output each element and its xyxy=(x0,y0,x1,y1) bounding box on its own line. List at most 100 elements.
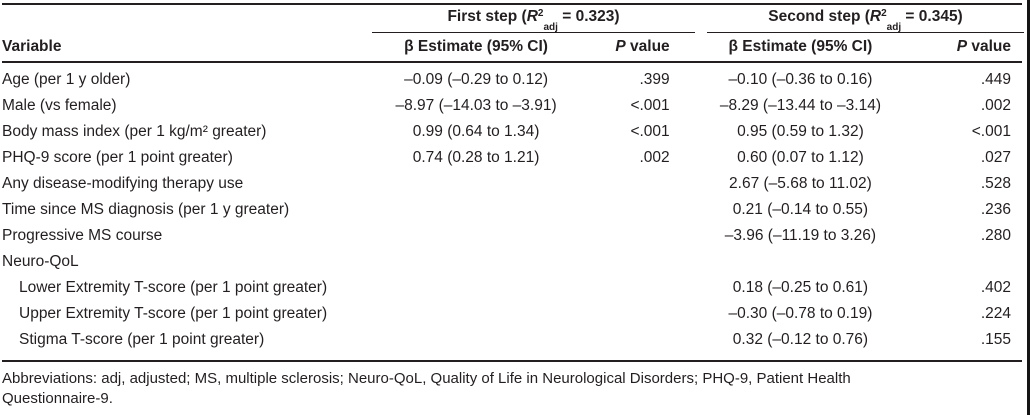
cell-spacer xyxy=(674,145,694,171)
group-header-row: First step (R2adj = 0.323) Second step (… xyxy=(2,5,1030,33)
column-header-beta-step2: β Estimate (95% CI) xyxy=(728,38,873,55)
table-row: PHQ-9 score (per 1 point greater) 0.74 (0… xyxy=(2,145,1022,171)
cell-spacer xyxy=(1015,275,1022,301)
cell-spacer xyxy=(1015,223,1022,249)
cell-variable: Upper Extremity T-score (per 1 point gre… xyxy=(19,305,328,322)
cell-step1-pvalue xyxy=(581,327,674,353)
cell-step1-beta: –8.97 (–14.03 to –3.91) xyxy=(395,97,557,114)
cell-spacer xyxy=(1015,93,1022,119)
cell-spacer xyxy=(1015,249,1022,275)
cell-spacer xyxy=(694,93,706,119)
footnote: Abbreviations: adj, adjusted; MS, multip… xyxy=(2,369,1012,409)
cell-spacer xyxy=(694,249,706,275)
cell-spacer xyxy=(674,93,694,119)
cell-variable: Progressive MS course xyxy=(2,227,163,244)
cell-spacer xyxy=(674,301,694,327)
cell-variable: Age (per 1 y older) xyxy=(2,71,131,88)
cell-step1-pvalue: <.001 xyxy=(630,97,670,114)
table-body: Age (per 1 y older) –0.09 (–0.29 to 0.12)… xyxy=(2,63,1022,360)
cell-variable: Lower Extremity T-score (per 1 point gre… xyxy=(19,279,328,296)
cell-step2-pvalue: .528 xyxy=(980,175,1011,192)
cell-step1-pvalue: .399 xyxy=(639,71,670,88)
cell-spacer xyxy=(1015,171,1022,197)
cell-spacer xyxy=(674,67,694,93)
column-header-beta-step1: β Estimate (95% CI) xyxy=(404,38,548,55)
cell-variable: Any disease-modifying therapy use xyxy=(2,175,244,192)
second-step-label: Second step (R2adj = 0.345) xyxy=(768,7,963,33)
cell-spacer xyxy=(694,119,706,145)
cell-step1-pvalue xyxy=(581,223,674,249)
cell-step2-pvalue: .449 xyxy=(980,71,1011,88)
cell-variable: Body mass index (per 1 kg/m² greater) xyxy=(2,123,267,140)
column-header-variable: Variable xyxy=(2,38,62,55)
cell-step2-pvalue: <.001 xyxy=(971,123,1011,140)
cell-spacer xyxy=(674,249,694,275)
top-rule xyxy=(2,3,1022,5)
cell-step1-pvalue xyxy=(581,301,674,327)
cell-spacer xyxy=(1015,67,1022,93)
cell-step1-beta xyxy=(371,301,581,327)
cell-step1-beta xyxy=(371,171,581,197)
cell-step2-beta: –0.10 (–0.36 to 0.16) xyxy=(728,71,873,88)
cell-step1-pvalue: .002 xyxy=(639,149,670,166)
cell-spacer xyxy=(674,223,694,249)
cell-step1-pvalue xyxy=(581,249,674,275)
cell-step2-pvalue: .402 xyxy=(980,279,1012,296)
cell-spacer xyxy=(674,275,694,301)
cell-step1-pvalue: <.001 xyxy=(630,123,670,140)
group-header-second-step: Second step (R2adj = 0.345) xyxy=(707,5,1024,33)
table-row: Stigma T-score (per 1 point greater) 0.32… xyxy=(2,327,1022,353)
column-spacer xyxy=(674,56,694,61)
cell-step1-beta: 0.99 (0.64 to 1.34) xyxy=(412,123,540,140)
table-row: Neuro-QoL xyxy=(2,249,1022,275)
footnote-line-2: Questionnaire-9. xyxy=(2,390,113,407)
cell-step1-pvalue xyxy=(581,197,674,223)
table-row: Time since MS diagnosis (per 1 y greater… xyxy=(2,197,1022,223)
cell-step2-beta: –3.96 (–11.19 to 3.26) xyxy=(724,227,877,244)
cell-variable: PHQ-9 score (per 1 point greater) xyxy=(2,149,233,166)
first-step-label: First step (R2adj = 0.323) xyxy=(447,7,620,33)
cell-spacer xyxy=(694,67,706,93)
cell-spacer xyxy=(694,145,706,171)
cell-step1-pvalue xyxy=(581,275,674,301)
cell-step2-pvalue: .224 xyxy=(980,305,1012,322)
footnote-line-1: Abbreviations: adj, adjusted; MS, multip… xyxy=(2,370,851,387)
cell-spacer xyxy=(694,275,706,301)
group-header-first-step: First step (R2adj = 0.323) xyxy=(372,5,695,33)
cell-step1-beta xyxy=(371,275,581,301)
cell-spacer xyxy=(694,171,706,197)
cell-step2-beta: 0.21 (–0.14 to 0.55) xyxy=(732,201,869,218)
cell-step2-pvalue: .236 xyxy=(980,201,1011,218)
cell-spacer xyxy=(1015,145,1022,171)
cell-variable: Stigma T-score (per 1 point greater) xyxy=(19,331,265,348)
cell-step2-pvalue: .002 xyxy=(980,97,1011,114)
cell-spacer xyxy=(694,223,706,249)
column-spacer xyxy=(1015,56,1022,61)
table-row: Lower Extremity T-score (per 1 point gre… xyxy=(2,275,1022,301)
cell-variable: Neuro-QoL xyxy=(2,253,79,270)
cell-step1-beta xyxy=(371,327,581,353)
cell-step2-beta: –8.29 (–13.44 to –3.14) xyxy=(719,97,881,114)
cell-step2-pvalue: .280 xyxy=(980,227,1011,244)
cell-spacer xyxy=(694,301,706,327)
cell-step2-beta: 2.67 (–5.68 to 11.02) xyxy=(729,175,872,192)
cell-step1-beta xyxy=(371,197,581,223)
cell-spacer xyxy=(674,197,694,223)
cell-step2-beta: –0.30 (–0.78 to 0.19) xyxy=(728,305,873,322)
cell-step2-pvalue: .027 xyxy=(980,149,1011,166)
cell-spacer xyxy=(674,171,694,197)
cell-step1-beta: 0.74 (0.28 to 1.21) xyxy=(412,149,540,166)
cell-spacer xyxy=(674,119,694,145)
table-row: Male (vs female) –8.97 (–14.03 to –3.91) <… xyxy=(2,93,1022,119)
table-row: Age (per 1 y older) –0.09 (–0.29 to 0.12)… xyxy=(2,67,1022,93)
column-spacer xyxy=(694,56,706,61)
column-header-pvalue-step2: P value xyxy=(956,38,1011,55)
cell-step1-beta xyxy=(371,249,581,275)
cell-step2-beta: 0.95 (0.59 to 1.32) xyxy=(737,123,864,140)
cell-step1-beta: –0.09 (–0.29 to 0.12) xyxy=(404,71,549,88)
table-row: Body mass index (per 1 kg/m² greater) 0.9… xyxy=(2,119,1022,145)
scan-edge-line xyxy=(1027,0,1030,415)
table-row: Any disease-modifying therapy use 2.67 (–… xyxy=(2,171,1022,197)
